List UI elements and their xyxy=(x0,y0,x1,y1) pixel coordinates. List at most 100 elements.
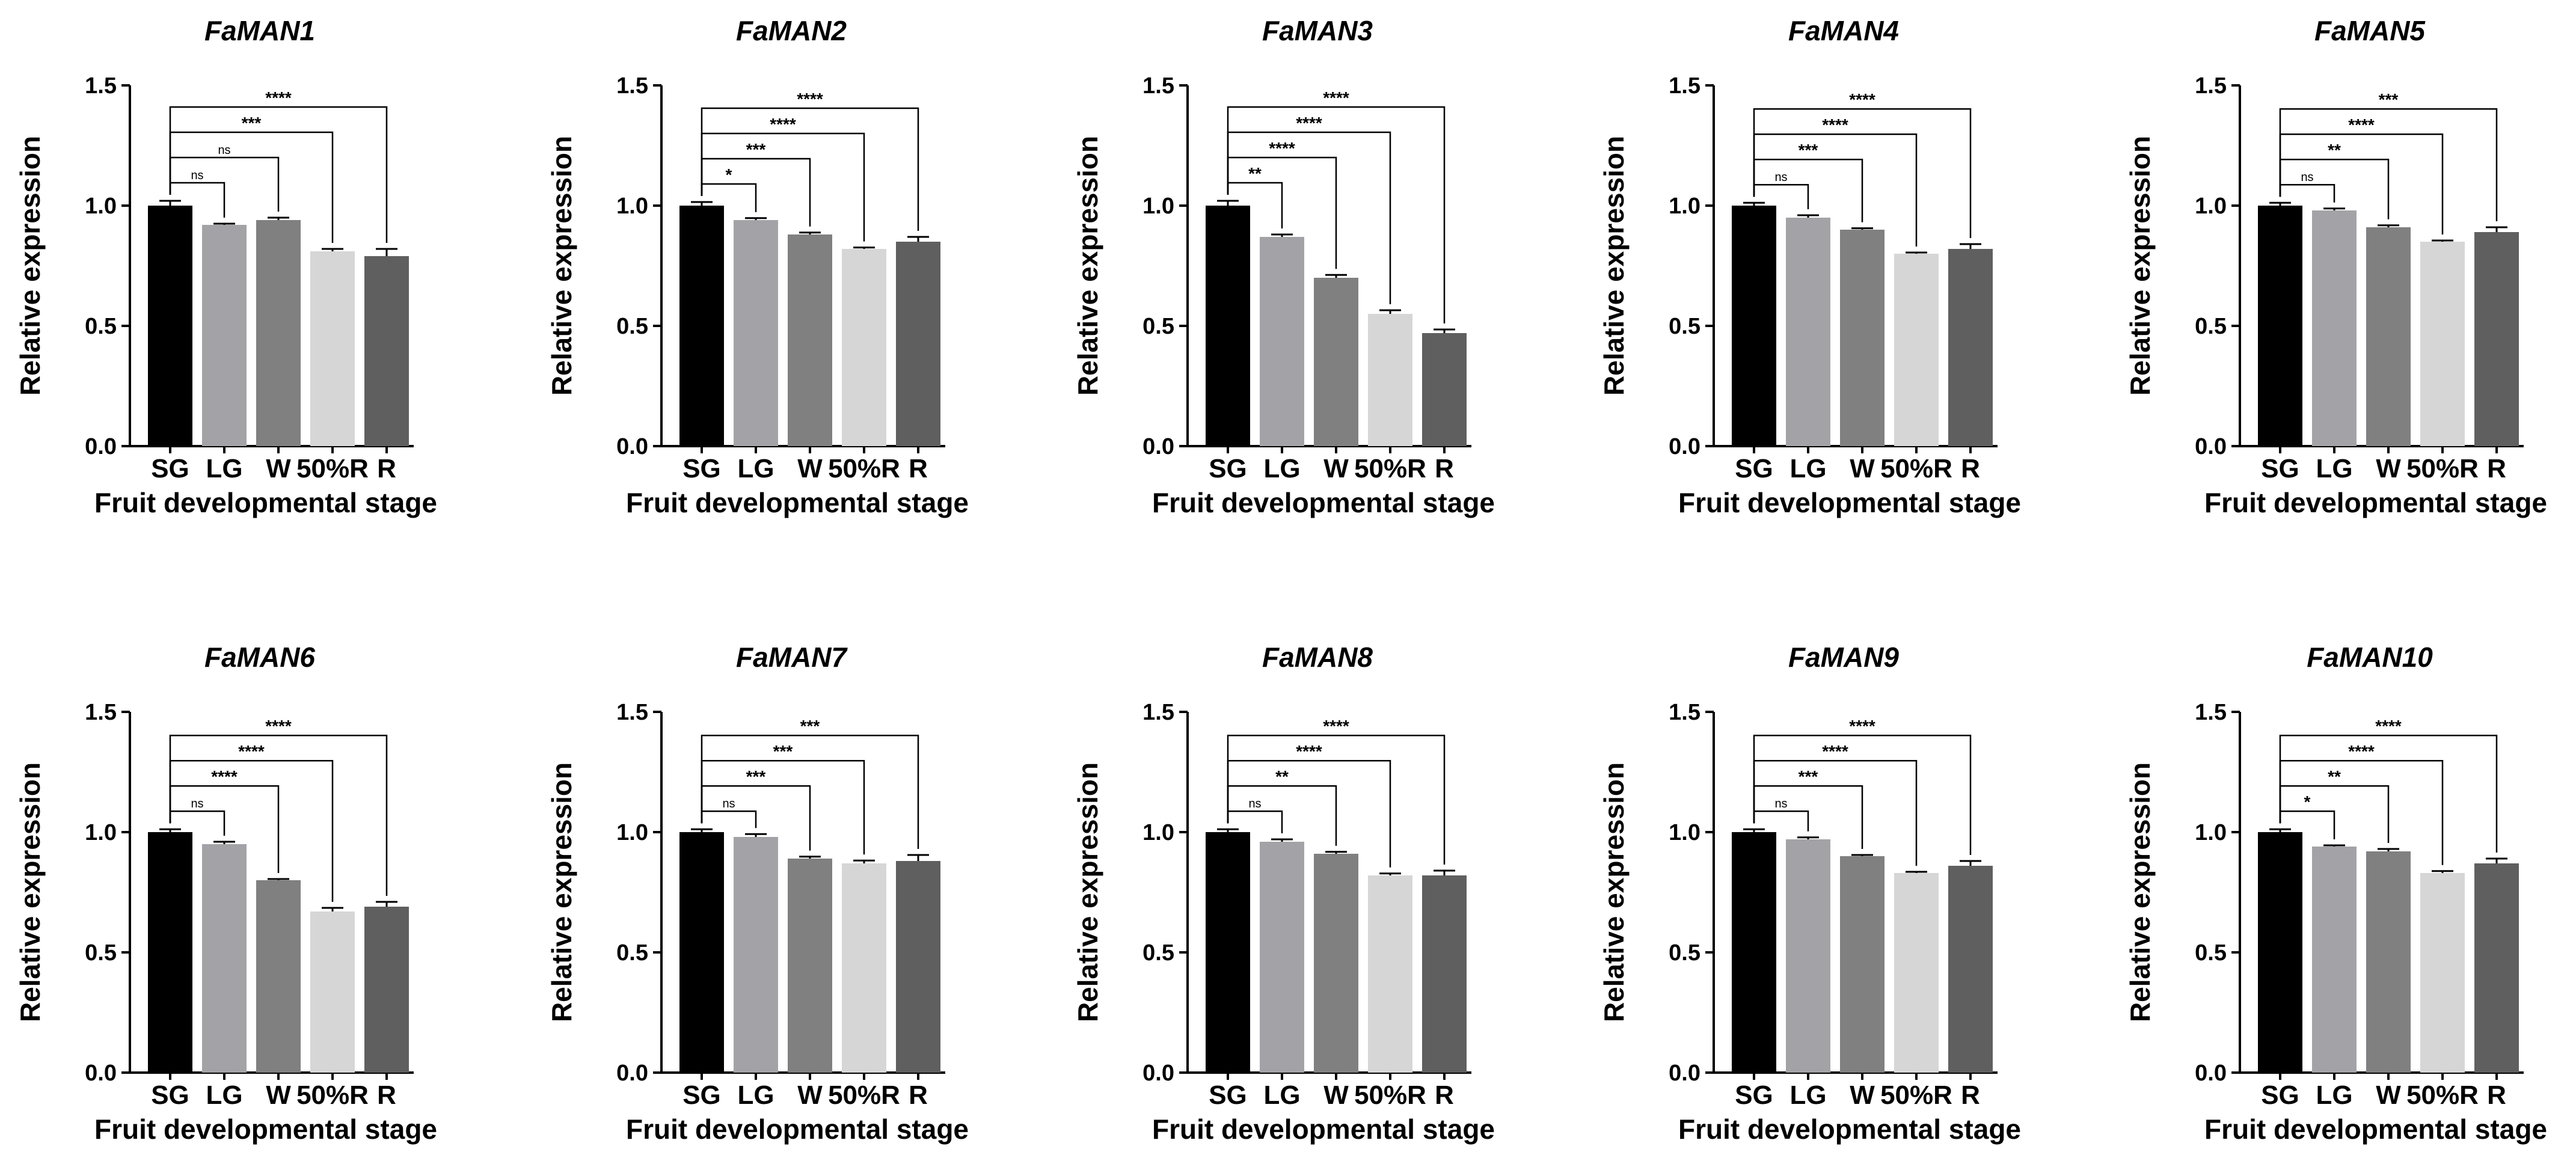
bar-w xyxy=(1840,230,1884,446)
y-tick-label: 0.5 xyxy=(616,314,648,339)
x-tick-label: LG xyxy=(1789,1080,1826,1110)
bar-r xyxy=(364,256,409,446)
significance-label: ns xyxy=(1774,171,1787,184)
y-tick-label: 1.5 xyxy=(1142,700,1174,725)
bar-sg xyxy=(148,832,192,1073)
bar-w xyxy=(2366,851,2411,1073)
significance-label: ns xyxy=(1248,797,1261,810)
chart-panel: FaMAN9 0.0 0.5 1.0 1.5 Relative expression SG L… xyxy=(1598,642,2021,1145)
y-tick-label: 1.5 xyxy=(616,73,648,99)
bar-r xyxy=(896,861,940,1073)
x-tick-label: SG xyxy=(151,454,189,483)
x-axis-label: Fruit developmental stage xyxy=(1152,1114,1495,1145)
bar-lg xyxy=(1786,839,1830,1073)
y-tick-label: 0.5 xyxy=(2195,314,2227,339)
significance-label: ns xyxy=(218,144,230,157)
significance-label: * xyxy=(2304,792,2311,811)
significance-bracket xyxy=(1227,106,1446,323)
significance-label: ** xyxy=(2328,141,2341,159)
y-axis-label: Relative expression xyxy=(1072,762,1103,1022)
x-tick-label: R xyxy=(1961,1080,1980,1110)
x-tick-label: 50%R xyxy=(2406,1080,2479,1110)
x-tick-label: SG xyxy=(1735,1080,1773,1110)
x-tick-label: 50%R xyxy=(296,454,369,483)
y-tick-label: 0.5 xyxy=(1142,314,1174,339)
significance-bracket xyxy=(2279,108,2498,221)
bar-50pctr xyxy=(842,863,886,1073)
y-tick-label: 1.5 xyxy=(1669,700,1700,725)
significance-label: **** xyxy=(1822,115,1848,134)
significance-label: **** xyxy=(797,90,823,108)
x-tick-label: LG xyxy=(206,1080,242,1110)
chart-title: FaMAN5 xyxy=(2314,15,2426,46)
y-tick-label: 0.5 xyxy=(1142,940,1174,966)
chart-title: FaMAN2 xyxy=(736,15,847,46)
chart-panel: FaMAN2 0.0 0.5 1.0 1.5 Relative expression SG L… xyxy=(546,15,969,518)
y-axis-label: Relative expression xyxy=(546,136,577,396)
x-axis-label: Fruit developmental stage xyxy=(2204,487,2547,518)
bar-r xyxy=(1422,333,1467,446)
x-tick-label: LG xyxy=(1789,454,1826,483)
y-axis-label: Relative expression xyxy=(14,762,46,1022)
x-tick-label: R xyxy=(1435,454,1454,483)
chart-title: FaMAN7 xyxy=(736,642,848,673)
y-tick-label: 0.5 xyxy=(85,940,117,966)
bar-sg xyxy=(1206,832,1250,1073)
significance-label: **** xyxy=(1269,139,1295,158)
y-tick-label: 1.5 xyxy=(85,700,117,725)
significance-label: *** xyxy=(773,742,793,761)
y-tick-label: 0.0 xyxy=(1669,1061,1700,1086)
bar-r xyxy=(1422,875,1467,1073)
y-axis-label: Relative expression xyxy=(2124,136,2156,396)
y-tick-label: 1.0 xyxy=(2195,194,2227,219)
y-tick-label: 1.0 xyxy=(616,820,648,845)
x-tick-label: W xyxy=(797,1080,823,1110)
chart-panel: FaMAN3 0.0 0.5 1.0 1.5 Relative expression SG L… xyxy=(1072,15,1495,518)
x-tick-label: SG xyxy=(682,1080,721,1110)
x-axis-label: Fruit developmental stage xyxy=(1678,1114,2021,1145)
significance-label: ns xyxy=(191,797,203,810)
x-axis-label: Fruit developmental stage xyxy=(94,487,437,518)
y-tick-label: 1.5 xyxy=(85,73,117,99)
bar-w xyxy=(1314,854,1358,1073)
significance-label: ns xyxy=(1774,797,1787,810)
chart-title: FaMAN9 xyxy=(1788,642,1899,673)
significance-label: *** xyxy=(242,114,262,132)
x-tick-label: W xyxy=(266,454,291,483)
chart-panel: FaMAN7 0.0 0.5 1.0 1.5 Relative expression SG L… xyxy=(546,642,969,1145)
bar-50pctr xyxy=(842,249,886,446)
y-tick-label: 0.0 xyxy=(1142,434,1174,459)
y-tick-label: 1.0 xyxy=(1669,820,1700,845)
y-axis-label: Relative expression xyxy=(1072,136,1103,396)
significance-bracket xyxy=(1753,108,1972,238)
significance-bracket xyxy=(1227,759,1391,868)
x-tick-label: SG xyxy=(2261,454,2299,483)
bar-50pctr xyxy=(2420,242,2465,446)
y-tick-label: 0.0 xyxy=(2195,1061,2227,1086)
bar-50pctr xyxy=(2420,873,2465,1073)
significance-label: *** xyxy=(746,140,766,159)
y-tick-label: 0.5 xyxy=(1669,314,1700,339)
chart-title: FaMAN4 xyxy=(1788,15,1899,46)
bar-w xyxy=(788,234,832,446)
significance-label: **** xyxy=(1296,114,1322,132)
y-tick-label: 0.5 xyxy=(616,940,648,966)
x-axis-label: Fruit developmental stage xyxy=(1678,487,2021,518)
x-tick-label: R xyxy=(2487,1080,2506,1110)
bar-w xyxy=(788,859,832,1073)
significance-label: ns xyxy=(2301,171,2313,184)
chart-panel: FaMAN4 0.0 0.5 1.0 1.5 Relative expression SG L… xyxy=(1598,15,2021,518)
x-tick-label: LG xyxy=(206,454,242,483)
x-tick-label: W xyxy=(797,454,823,483)
y-tick-label: 1.0 xyxy=(85,194,117,219)
x-tick-label: LG xyxy=(2316,1080,2352,1110)
significance-bracket xyxy=(1753,759,1918,866)
significance-bracket xyxy=(2279,734,2498,853)
significance-bracket xyxy=(1753,183,1809,209)
significance-label: **** xyxy=(238,742,265,761)
y-tick-label: 1.0 xyxy=(1669,194,1700,219)
y-tick-label: 0.0 xyxy=(2195,434,2227,459)
x-tick-label: 50%R xyxy=(1880,1080,1952,1110)
significance-label: **** xyxy=(265,88,292,107)
significance-label: *** xyxy=(1799,141,1818,159)
